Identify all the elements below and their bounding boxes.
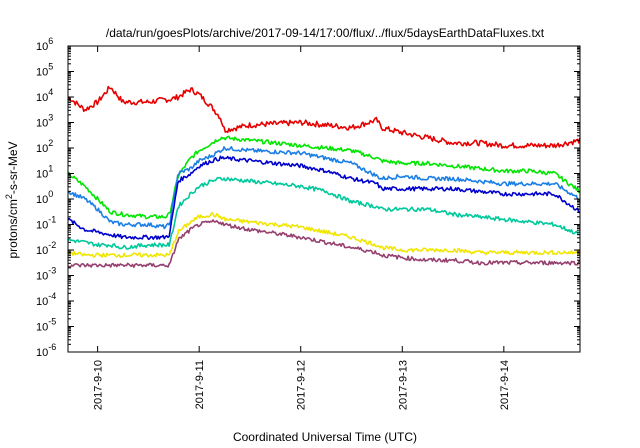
y-tick-label-base: 10 xyxy=(36,322,48,334)
y-tick-label: 10-3 xyxy=(36,266,56,283)
y-axis-label-superscript: 2 xyxy=(4,194,14,199)
y-tick-label-exponent: 5 xyxy=(48,62,53,72)
y-tick-label-exponent: 3 xyxy=(48,113,53,123)
y-tick-label: 101 xyxy=(36,164,53,181)
y-tick-label-exponent: -3 xyxy=(48,266,56,276)
y-tick-label-base: 10 xyxy=(36,67,48,79)
y-tick-label: 100 xyxy=(36,189,53,206)
series-line xyxy=(67,176,581,250)
y-axis-label-suffix: -s-sr-MeV xyxy=(6,141,20,194)
y-tick-label-base: 10 xyxy=(36,92,48,104)
y-tick-label-base: 10 xyxy=(36,220,48,232)
y-tick-label: 10-4 xyxy=(36,291,56,308)
series-line xyxy=(67,155,581,240)
y-tick-label-exponent: -5 xyxy=(48,317,56,327)
y-tick-label: 10-2 xyxy=(36,240,56,257)
x-tick-label: 2017-9-11 xyxy=(194,360,206,409)
y-tick-label: 10-6 xyxy=(36,342,56,359)
y-tick-label-base: 10 xyxy=(36,245,48,257)
y-tick-label: 106 xyxy=(36,36,53,53)
y-tick-label-exponent: -6 xyxy=(48,342,56,352)
y-tick-label: 103 xyxy=(36,113,53,130)
y-tick-label: 10-5 xyxy=(36,317,56,334)
y-tick-label-base: 10 xyxy=(36,118,48,130)
y-tick-label-exponent: 0 xyxy=(48,189,53,199)
series-line xyxy=(67,135,581,220)
y-tick-label: 105 xyxy=(36,62,53,79)
y-tick-label-exponent: 4 xyxy=(48,87,53,97)
x-tick-label: 2017-9-14 xyxy=(499,360,511,410)
y-tick-label-exponent: -2 xyxy=(48,240,56,250)
y-axis-label: protons/cm2-s-sr-MeV xyxy=(4,141,20,258)
x-tick-label: 2017-9-12 xyxy=(296,360,308,410)
x-axis-label: Coordinated Universal Time (UTC) xyxy=(233,430,417,444)
y-tick-label: 104 xyxy=(36,87,53,104)
y-tick-label: 10-1 xyxy=(36,215,56,232)
series-line xyxy=(67,146,581,230)
x-tick-label: 2017-9-13 xyxy=(397,360,409,410)
plot-frame xyxy=(67,45,581,353)
x-axis: 2017-9-10 2017-9-11 2017-9-12 2017-9-13 2017… xyxy=(93,46,511,410)
series-line xyxy=(67,211,581,258)
y-tick-label-exponent: 1 xyxy=(48,164,53,174)
y-tick-label-base: 10 xyxy=(36,271,48,283)
series-line xyxy=(67,85,581,149)
x-tick-label: 2017-9-10 xyxy=(93,360,105,410)
y-tick-label-base: 10 xyxy=(36,169,48,181)
y-tick-label-exponent: -4 xyxy=(48,291,56,301)
y-axis: 10610510410310210110010-110-210-310-410-… xyxy=(36,36,580,359)
y-tick-label-exponent: 2 xyxy=(48,138,53,148)
y-tick-label-base: 10 xyxy=(36,296,48,308)
y-tick-label: 102 xyxy=(36,138,53,155)
y-tick-label-base: 10 xyxy=(36,41,48,53)
y-tick-label-exponent: 6 xyxy=(48,36,53,46)
y-tick-label-base: 10 xyxy=(36,143,48,155)
y-axis-label-prefix: protons/cm xyxy=(6,199,20,258)
y-tick-label-base: 10 xyxy=(36,347,48,359)
series-line xyxy=(67,219,581,269)
y-tick-label-base: 10 xyxy=(36,194,48,206)
y-tick-label-exponent: -1 xyxy=(48,215,56,225)
series-group xyxy=(67,85,581,269)
chart-title: /data/run/goesPlots/archive/2017-09-14/1… xyxy=(106,26,545,40)
